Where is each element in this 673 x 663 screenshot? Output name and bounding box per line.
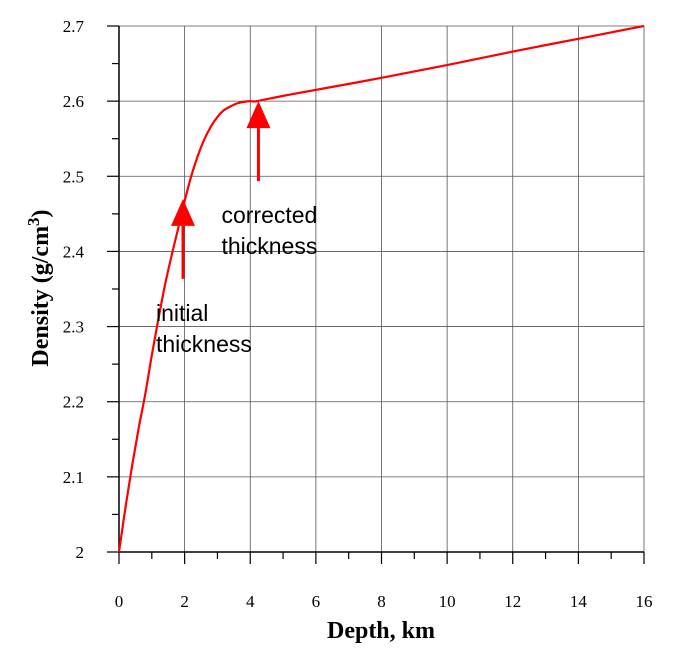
density-curve: [117, 24, 645, 553]
y-tick-label: 2.3: [63, 318, 84, 337]
x-tick-label: 8: [377, 592, 386, 611]
y-tick-label: 2.4: [63, 242, 85, 261]
y-axis-title-sup: 3: [24, 217, 43, 226]
annotation-label: initial: [156, 300, 208, 326]
annotations: initial thickness corrected thickness: [156, 101, 317, 357]
x-tick-label: 0: [115, 592, 124, 611]
x-tick-label: 10: [439, 592, 456, 611]
y-tick-label: 2.1: [63, 468, 84, 487]
y-tick-label: 2.5: [63, 167, 84, 186]
y-axis-title-close: ): [28, 209, 54, 217]
annotation-label: thickness: [156, 331, 252, 357]
y-axis-title-main: Density (g/cm: [28, 226, 54, 367]
x-tick-label: 2: [180, 592, 189, 611]
x-tick-label: 16: [636, 592, 653, 611]
x-tick-label: 12: [504, 592, 521, 611]
annotation-arrowhead: [170, 198, 195, 226]
y-axis-title: Density (g/cm3): [24, 209, 55, 366]
y-tick-label: 2.2: [63, 393, 84, 412]
annotation-label: corrected: [221, 202, 317, 228]
x-tick-label: 6: [312, 592, 321, 611]
y-tick-label: 2.7: [63, 17, 85, 36]
y-tick-label: 2: [76, 543, 85, 562]
x-axis-title: Depth, km: [327, 618, 435, 644]
series: [117, 24, 645, 553]
x-tick-label: 14: [570, 592, 588, 611]
annotation-arrowhead: [246, 101, 271, 129]
grid: [119, 25, 645, 552]
annotation-label: thickness: [221, 233, 317, 259]
x-tick-label: 4: [246, 592, 255, 611]
y-tick-label: 2.6: [63, 92, 84, 111]
ticks: 0 2 4 6 8 10 12 14 16 2 2.1 2.2 2.3 2.4 2.5 2.6 2.7: [63, 17, 653, 611]
